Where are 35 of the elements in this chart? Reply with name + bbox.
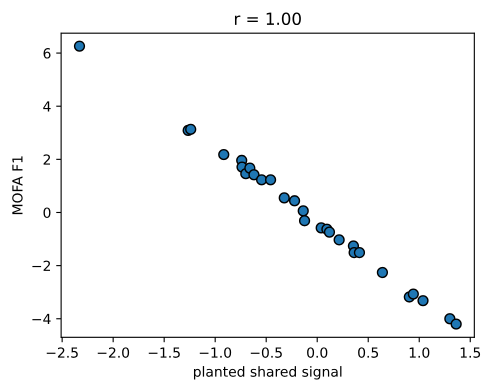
point (248, 169, 260, 180)
x-axis-title: planted shared signal (194, 366, 342, 380)
point (278, 192, 290, 204)
x-tick-label: 0.5 (358, 347, 378, 358)
x-tick-label: 1.0 (410, 347, 430, 358)
x-tick-label: −2.0 (98, 347, 130, 358)
point (298, 205, 309, 216)
point (256, 174, 268, 186)
point (218, 148, 230, 160)
y-tick-label: 4 (43, 101, 51, 112)
point (334, 234, 345, 246)
point (288, 195, 300, 206)
y-tick-label: 0 (43, 207, 50, 218)
point (408, 288, 419, 300)
x-tick-label: 0.0 (307, 347, 328, 358)
point (450, 318, 462, 330)
x-tick-label: −1.5 (148, 348, 180, 358)
y-tick-label: 2 (44, 154, 50, 165)
x-tick-label: −1.0 (200, 347, 232, 358)
point (264, 174, 276, 186)
y-tick-label: −4 (32, 314, 51, 324)
x-tick-label: −0.5 (250, 347, 282, 358)
point (298, 215, 310, 226)
point (417, 295, 429, 306)
y-axis-title: MOFA F1 (12, 156, 23, 214)
point (376, 266, 388, 278)
x-tick-label: 1.5 (460, 348, 480, 358)
point (185, 124, 196, 135)
point (74, 40, 86, 52)
y-tick-label: −2 (32, 260, 50, 271)
chart-title: r = 1.00 (234, 12, 301, 26)
x-tick-label: −2.5 (46, 347, 78, 358)
point (354, 246, 366, 258)
y-tick-label: 6 (44, 48, 51, 59)
point (324, 226, 336, 238)
